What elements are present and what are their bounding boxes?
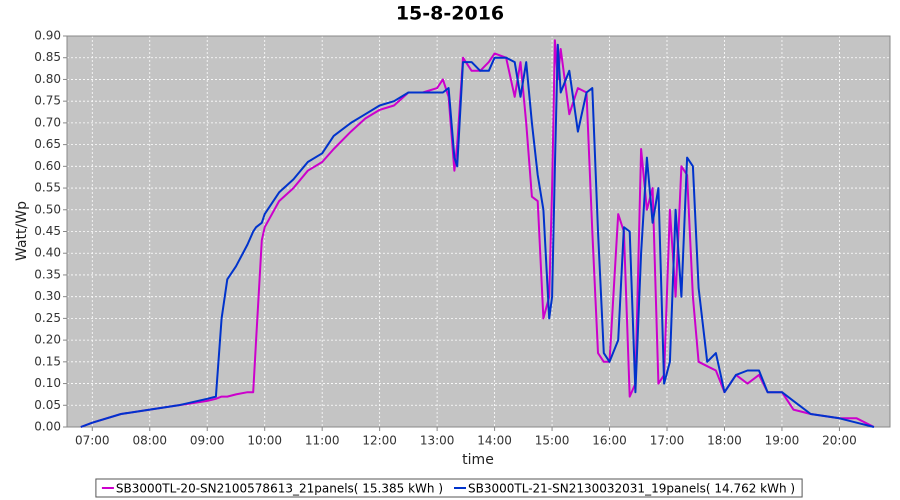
y-tick-label: 0.25 <box>34 311 61 325</box>
x-tick-label: 17:00 <box>650 434 685 448</box>
y-tick-label: 0.20 <box>34 333 61 347</box>
x-tick-label: 18:00 <box>707 434 742 448</box>
x-tick-label: 08:00 <box>132 434 167 448</box>
y-tick-label: 0.65 <box>34 137 61 151</box>
y-tick-label: 0.05 <box>34 398 61 412</box>
x-tick-label: 15:00 <box>535 434 570 448</box>
x-tick-label: 19:00 <box>765 434 800 448</box>
y-tick-label: 0.35 <box>34 267 61 281</box>
x-tick-label: 13:00 <box>420 434 455 448</box>
x-tick-label: 09:00 <box>190 434 225 448</box>
series-line <box>80 43 875 428</box>
y-tick-label: 0.45 <box>34 224 61 238</box>
legend-box <box>95 478 803 498</box>
legend: SB3000TL-20-SN2100578613_21panels( 15.38… <box>95 478 803 498</box>
x-tick-label: 16:00 <box>592 434 627 448</box>
x-tick-label: 14:00 <box>477 434 512 448</box>
y-tick-label: 0.70 <box>34 115 61 129</box>
y-tick-label: 0.10 <box>34 376 61 390</box>
chart-title: 15-8-2016 <box>396 3 504 25</box>
y-tick-label: 0.90 <box>34 29 61 43</box>
y-tick-label: 0.75 <box>34 94 61 108</box>
legend-text: SB3000TL-21-SN2130032031_19panels( 14.76… <box>468 482 795 496</box>
y-tick-label: 0.00 <box>34 420 61 434</box>
plot-border <box>66 35 891 428</box>
x-tick-label: 20:00 <box>822 434 857 448</box>
x-tick-label: 07:00 <box>75 434 110 448</box>
y-tick-label: 0.55 <box>34 181 61 195</box>
plot-area <box>67 36 890 427</box>
x-tick-label: 10:00 <box>247 434 282 448</box>
y-tick-label: 0.15 <box>34 354 61 368</box>
y-tick-label: 0.40 <box>34 246 61 260</box>
x-tick-label: 11:00 <box>305 434 340 448</box>
x-axis-label: time <box>462 452 494 468</box>
y-tick-label: 0.50 <box>34 202 61 216</box>
y-tick-label: 0.60 <box>34 159 61 173</box>
y-tick-label: 0.85 <box>34 50 61 64</box>
y-axis-label: Watt/Wp <box>14 201 30 261</box>
y-tick-label: 0.80 <box>34 72 61 86</box>
series-line <box>80 39 875 428</box>
legend-text: SB3000TL-20-SN2100578613_21panels( 15.38… <box>116 482 443 496</box>
x-tick-label: 12:00 <box>362 434 397 448</box>
y-tick-label: 0.30 <box>34 289 61 303</box>
